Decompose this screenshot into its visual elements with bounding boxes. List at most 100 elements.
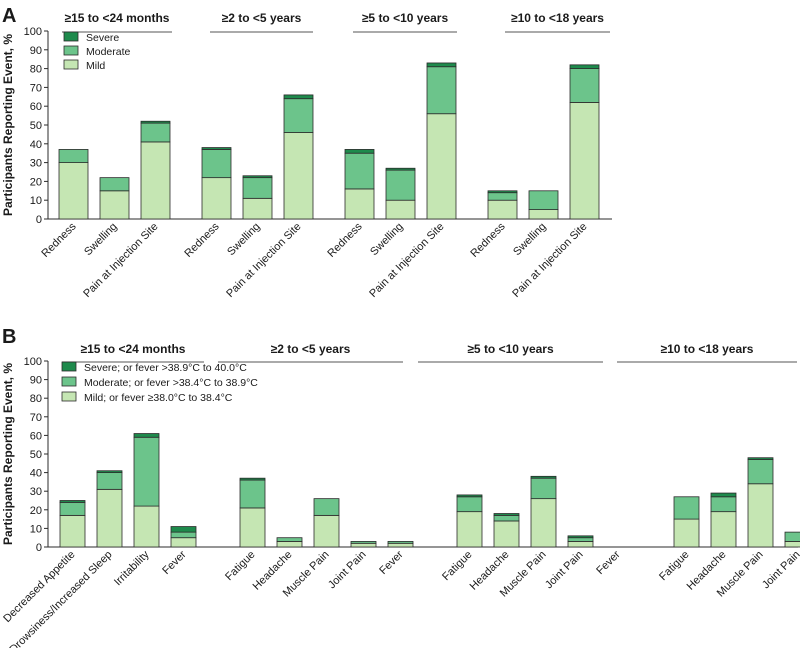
panel-b-ytick-label: 100	[24, 356, 42, 368]
panel-b-bar-moderate	[530, 477, 557, 500]
panel-b-xtick-label: Fatigue	[223, 549, 257, 583]
panel-a-ytick-label: 90	[30, 45, 42, 57]
panel-a-bar-moderate	[426, 66, 457, 115]
panel-b-bar-moderate	[387, 541, 414, 544]
panel-a-xtick-label: Pain at Injection Site	[81, 221, 160, 300]
panel-a-bar-severe	[426, 62, 457, 68]
panel-b-bar-mild	[170, 537, 197, 548]
panel-a-bar-mild	[385, 199, 416, 220]
panel-a-bar-severe	[385, 167, 416, 171]
panel-a-bar-severe	[487, 190, 518, 194]
panel-b-bar-moderate	[96, 472, 123, 490]
panel-b-ytick-label: 20	[30, 505, 42, 517]
panel-b-legend-swatch	[61, 391, 77, 402]
panel-b-ytick-label: 90	[30, 375, 42, 387]
panel-b-ytick-label: 30	[30, 486, 42, 498]
panel-a-xtick-label: Swelling	[225, 221, 262, 258]
panel-b-bar-severe	[530, 475, 557, 479]
panel-b-legend-label: Moderate; or fever >38.4°C to 38.9°C	[84, 377, 258, 389]
panel-b-xtick-label: Joint Pain	[760, 549, 800, 592]
panel-b-bar-severe	[59, 500, 86, 503]
panel-a-xtick-label: Swelling	[82, 221, 119, 258]
panel-b-bar-mild	[530, 498, 557, 548]
panel-b-group-label: ≥5 to <10 years	[467, 342, 554, 356]
panel-a-bar-mild	[528, 209, 559, 220]
panel-b-bar-moderate	[133, 436, 160, 507]
panel-b-bar-mild	[784, 541, 800, 548]
panel-a-ylabel: Participants Reporting Event, %	[1, 34, 15, 216]
panel-a-bar-severe	[242, 175, 273, 179]
panel-a-bar-mild	[242, 197, 273, 220]
panel-a-xtick-label: Redness	[182, 220, 222, 260]
panel-b-ytick-label: 40	[30, 468, 42, 480]
panel-a-ytick-label: 10	[30, 195, 42, 207]
panel-b-bar-moderate	[747, 459, 774, 485]
panel-a-xtick-label: Pain at Injection Site	[367, 221, 446, 300]
panel-b-xtick-label: Irritability	[112, 548, 152, 588]
panel-a-ytick-label: 40	[30, 139, 42, 151]
panel-a-bar-mild	[344, 188, 375, 220]
panel-b-bar-moderate	[350, 541, 377, 544]
panel-b-bar-mild	[350, 542, 377, 548]
panel-b-bar-severe	[96, 470, 123, 473]
panel-a-xtick-label: Swelling	[511, 221, 548, 258]
panel-b-bar-moderate	[313, 498, 340, 516]
panel-b-legend-swatch	[61, 376, 77, 387]
panel-a-bar-mild	[426, 113, 457, 220]
panel-b-bar-mild	[567, 541, 594, 548]
panel-a-legend-swatch	[63, 45, 79, 56]
panel-a-bar-mild	[140, 141, 171, 220]
panel-a-bar-moderate	[99, 177, 130, 192]
panel-b-legend-label: Severe; or fever >38.9°C to 40.0°C	[84, 362, 247, 374]
panel-b-bar-severe	[567, 535, 594, 539]
panel-a-ytick-label: 30	[30, 158, 42, 170]
panel-b-ytick-label: 0	[36, 542, 42, 554]
panel-b-bar-moderate	[567, 537, 594, 542]
panel-a-bar-severe	[569, 64, 600, 69]
panel-a-bar-severe	[140, 120, 171, 124]
panel-b-xtick-label: Joint Pain	[326, 549, 369, 592]
panel-b-bar-moderate	[673, 496, 700, 520]
panel-a-bar-mild	[569, 102, 600, 220]
panel-b-bar-moderate	[784, 531, 800, 542]
panel-b-bar-mild	[673, 518, 700, 548]
panel-a-bar-moderate	[140, 122, 171, 143]
panel-a-group-label: ≥5 to <10 years	[362, 11, 449, 25]
panel-a-bar-mild	[201, 177, 232, 220]
panel-b-bar-moderate	[59, 501, 86, 516]
panel-b-bar-mild	[493, 520, 520, 548]
panel-a-bar-moderate	[201, 149, 232, 179]
panel-b-bar-severe	[133, 433, 160, 438]
panel-b-ytick-label: 50	[30, 449, 42, 461]
panel-a-xtick-label: Redness	[39, 220, 79, 260]
panel-b-legend-label: Mild; or fever ≥38.0°C to 38.4°C	[84, 392, 233, 404]
panel-b-bar-moderate	[493, 514, 520, 522]
panel-a-ytick-label: 70	[30, 82, 42, 94]
panel-b-bar-mild	[276, 541, 303, 548]
panel-b-bar-mild	[747, 483, 774, 548]
panel-b-ytick-label: 80	[30, 393, 42, 405]
panel-b-ylabel: Participants Reporting Event, %	[1, 363, 15, 545]
panel-b-bar-moderate	[239, 479, 266, 509]
panel-b-bar-moderate	[456, 496, 483, 513]
panel-a-bar-severe	[283, 94, 314, 100]
panel-a-bar-moderate	[385, 169, 416, 201]
panel-b-group-label: ≥10 to <18 years	[661, 342, 754, 356]
panel-a-legend-label: Moderate	[86, 46, 131, 58]
panel-b-legend-swatch	[61, 361, 77, 372]
panel-a-ytick-label: 50	[30, 120, 42, 132]
panel-a-bar-severe	[344, 149, 375, 154]
panel-a-bar-moderate	[283, 98, 314, 133]
panel-b-ytick-label: 10	[30, 523, 42, 535]
panel-a-bar-moderate	[487, 192, 518, 201]
panel-a-legend-swatch	[63, 59, 79, 70]
panel-a-legend-swatch	[63, 31, 79, 42]
panel-a-bar-severe	[201, 147, 232, 150]
panel-a-bar-moderate	[242, 177, 273, 199]
panel-b-bar-severe	[747, 457, 774, 460]
panel-b-bar-moderate	[170, 531, 197, 539]
panel-b-bar-mild	[456, 511, 483, 548]
panel-b-bar-mild	[387, 542, 414, 548]
panel-b-bar-severe	[170, 526, 197, 533]
